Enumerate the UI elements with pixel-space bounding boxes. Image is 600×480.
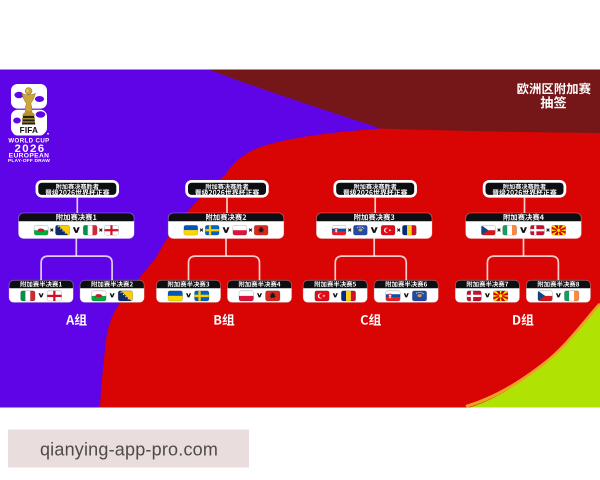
svg-text:qianying-app-pro.com: qianying-app-pro.com bbox=[40, 440, 218, 460]
svg-text:PLAY-OFF DRAW: PLAY-OFF DRAW bbox=[8, 158, 50, 164]
svg-text:WORLD CUP: WORLD CUP bbox=[8, 138, 49, 145]
svg-text:EUROPEAN: EUROPEAN bbox=[9, 152, 50, 159]
svg-text:FIFA: FIFA bbox=[20, 126, 39, 135]
svg-text:2026: 2026 bbox=[15, 143, 46, 155]
